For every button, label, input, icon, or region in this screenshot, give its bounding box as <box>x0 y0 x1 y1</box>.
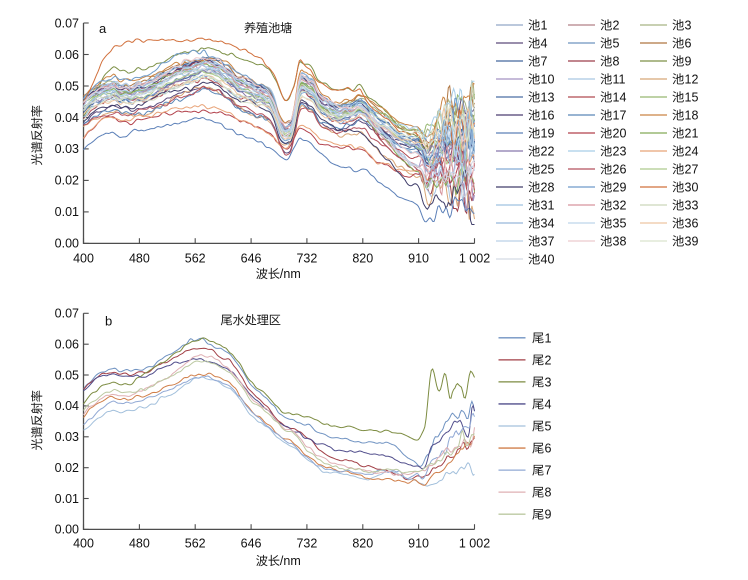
svg-text:17: 17 <box>613 109 627 123</box>
svg-text:480: 480 <box>129 536 150 550</box>
svg-text:3: 3 <box>545 375 552 389</box>
svg-text:7: 7 <box>541 55 548 69</box>
svg-text:8: 8 <box>545 486 552 500</box>
svg-text:562: 562 <box>185 536 206 550</box>
svg-text:562: 562 <box>185 252 206 266</box>
svg-text:30: 30 <box>685 181 699 195</box>
svg-text:6: 6 <box>685 37 692 51</box>
svg-text:820: 820 <box>352 536 373 550</box>
svg-text:820: 820 <box>352 252 373 266</box>
svg-text:0.01: 0.01 <box>55 492 79 506</box>
svg-text:35: 35 <box>613 217 627 231</box>
svg-text:480: 480 <box>129 252 150 266</box>
svg-text:16: 16 <box>541 109 555 123</box>
svg-text:13: 13 <box>541 91 555 105</box>
svg-text:38: 38 <box>613 235 627 249</box>
svg-text:33: 33 <box>685 199 699 213</box>
svg-text:/nm: /nm <box>280 554 301 568</box>
svg-text:1 002: 1 002 <box>459 536 490 550</box>
svg-text:8: 8 <box>613 55 620 69</box>
svg-text:0.06: 0.06 <box>55 338 79 352</box>
svg-text:1: 1 <box>541 19 548 33</box>
svg-text:0.06: 0.06 <box>55 48 79 62</box>
svg-text:31: 31 <box>541 199 555 213</box>
svg-text:20: 20 <box>613 127 627 141</box>
svg-text:40: 40 <box>541 253 555 267</box>
svg-text:4: 4 <box>545 397 552 411</box>
svg-text:32: 32 <box>613 199 627 213</box>
svg-text:400: 400 <box>73 252 94 266</box>
svg-text:10: 10 <box>541 73 555 87</box>
svg-text:b: b <box>105 314 112 329</box>
svg-text:910: 910 <box>408 252 429 266</box>
svg-text:0.02: 0.02 <box>55 461 79 475</box>
svg-text:19: 19 <box>541 127 555 141</box>
svg-text:400: 400 <box>73 536 94 550</box>
svg-text:15: 15 <box>685 91 699 105</box>
svg-text:0.04: 0.04 <box>55 111 79 125</box>
svg-text:26: 26 <box>613 163 627 177</box>
svg-text:12: 12 <box>685 73 699 87</box>
svg-text:0.00: 0.00 <box>55 523 79 537</box>
svg-text:23: 23 <box>613 145 627 159</box>
svg-text:5: 5 <box>613 37 620 51</box>
svg-text:0.07: 0.07 <box>55 16 79 30</box>
svg-text:910: 910 <box>408 536 429 550</box>
svg-text:0.05: 0.05 <box>55 368 79 382</box>
svg-text:27: 27 <box>685 163 699 177</box>
svg-text:0.02: 0.02 <box>55 174 79 188</box>
svg-text:37: 37 <box>541 235 555 249</box>
svg-text:24: 24 <box>685 145 699 159</box>
svg-text:0.00: 0.00 <box>55 237 79 251</box>
svg-text:732: 732 <box>296 536 317 550</box>
svg-text:22: 22 <box>541 145 555 159</box>
svg-text:2: 2 <box>613 19 620 33</box>
svg-text:39: 39 <box>685 235 699 249</box>
svg-text:9: 9 <box>545 508 552 522</box>
svg-text:14: 14 <box>613 91 627 105</box>
svg-text:0.04: 0.04 <box>55 399 79 413</box>
svg-text:0.03: 0.03 <box>55 142 79 156</box>
svg-text:25: 25 <box>541 163 555 177</box>
svg-text:29: 29 <box>613 181 627 195</box>
svg-text:732: 732 <box>296 252 317 266</box>
svg-text:0.05: 0.05 <box>55 79 79 93</box>
svg-text:9: 9 <box>685 55 692 69</box>
svg-text:a: a <box>99 21 107 36</box>
svg-text:0.03: 0.03 <box>55 430 79 444</box>
svg-text:1 002: 1 002 <box>459 252 490 266</box>
svg-text:28: 28 <box>541 181 555 195</box>
svg-text:1: 1 <box>545 331 552 345</box>
svg-text:7: 7 <box>545 464 552 478</box>
svg-text:11: 11 <box>613 73 626 87</box>
svg-text:3: 3 <box>685 19 692 33</box>
svg-text:646: 646 <box>241 536 262 550</box>
svg-text:/nm: /nm <box>280 267 301 281</box>
svg-text:34: 34 <box>541 217 555 231</box>
svg-text:5: 5 <box>545 420 552 434</box>
svg-text:36: 36 <box>685 217 699 231</box>
svg-text:21: 21 <box>685 127 699 141</box>
svg-text:0.01: 0.01 <box>55 205 79 219</box>
svg-text:6: 6 <box>545 442 552 456</box>
svg-text:0.07: 0.07 <box>55 307 79 321</box>
svg-text:4: 4 <box>541 37 548 51</box>
svg-text:18: 18 <box>685 109 699 123</box>
svg-text:2: 2 <box>545 353 552 367</box>
svg-text:646: 646 <box>241 252 262 266</box>
